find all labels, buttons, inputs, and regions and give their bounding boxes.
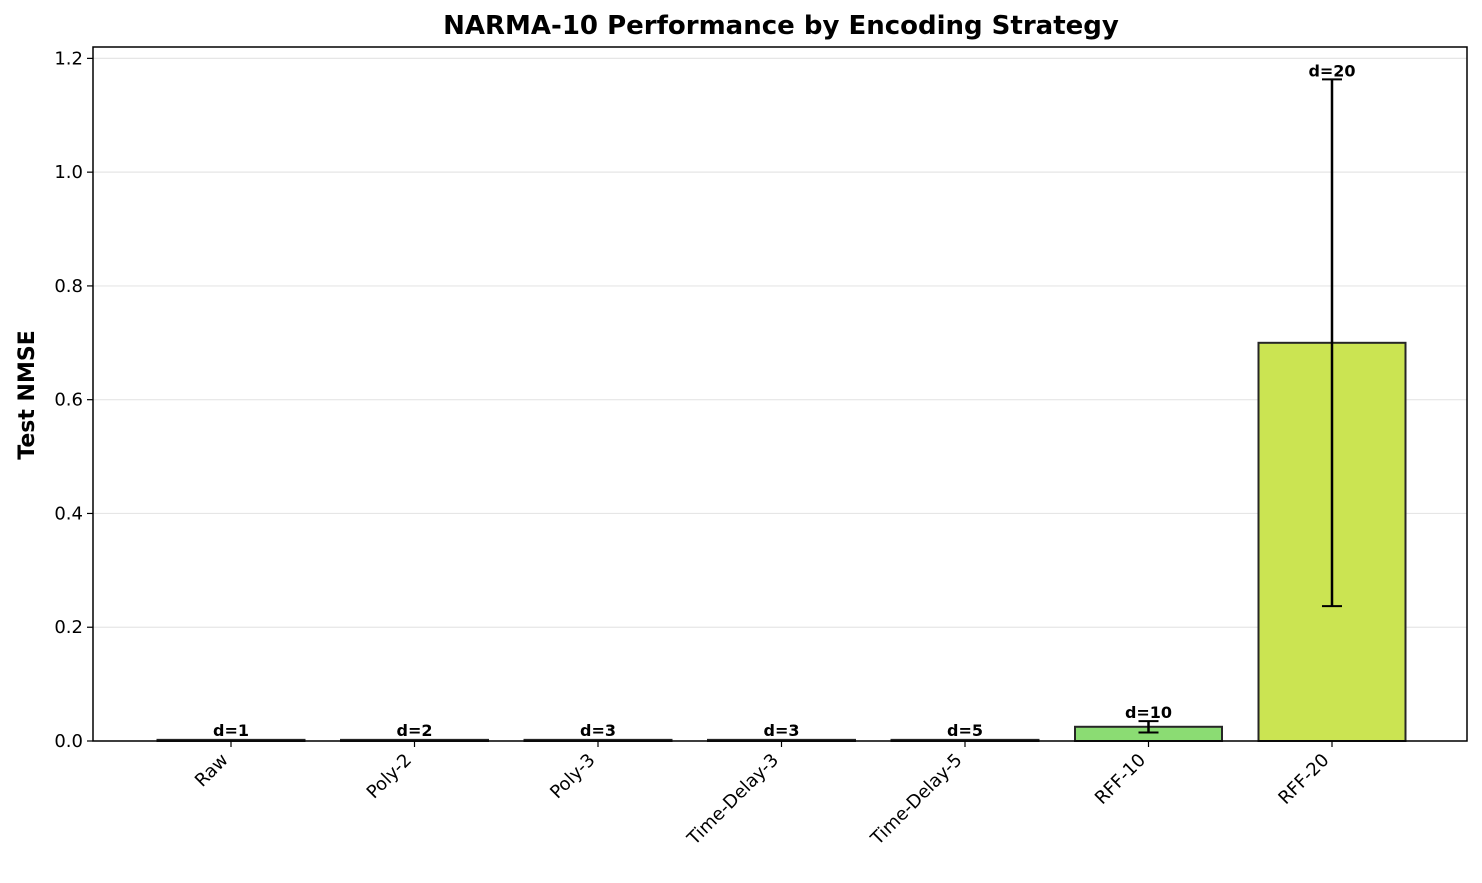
- error-bars: [1138, 78, 1342, 734]
- x-tick-label: Poly-2: [363, 750, 416, 803]
- x-tick-label: Time-Delay-5: [866, 750, 966, 850]
- x-tick-label: Raw: [191, 750, 233, 792]
- bar-annotation: d=1: [213, 721, 249, 740]
- gridlines: [93, 57, 1467, 742]
- y-axis-label: Test NMSE: [15, 330, 40, 459]
- bar-annotation: d=5: [947, 721, 983, 740]
- bars: [156, 341, 1407, 743]
- bar-annotation: d=2: [397, 721, 433, 740]
- x-axis-ticks: Raw Poly-2 Poly-3 Time-Delay-3 Time-Delay-5 R…: [191, 741, 1334, 850]
- x-tick-label: Poly-3: [546, 750, 599, 803]
- x-tick-label: RFF-10: [1091, 750, 1150, 809]
- y-tick-label: 1.2: [54, 48, 83, 69]
- y-tick-label: 0.2: [54, 617, 83, 638]
- plot-frame: [92, 46, 1468, 742]
- y-tick-label: 0.6: [54, 390, 83, 411]
- y-tick-label: 0.0: [54, 731, 83, 752]
- y-axis-ticks: 0.0 0.2 0.4 0.6 0.8 1.0 1.2: [54, 48, 93, 752]
- x-tick-label: RFF-20: [1274, 750, 1333, 809]
- bar-annotation: d=20: [1308, 61, 1355, 80]
- bar-annotation: d=10: [1125, 703, 1172, 722]
- chart-title: NARMA-10 Performance by Encoding Strateg…: [443, 11, 1119, 41]
- bar-annotation: d=3: [580, 721, 616, 740]
- bar-annotation: d=3: [764, 721, 800, 740]
- bar-annotations: d=1 d=2 d=3 d=3 d=5 d=10 d=20: [213, 61, 1356, 739]
- x-tick-label: Time-Delay-3: [683, 750, 783, 850]
- y-tick-label: 0.8: [54, 276, 83, 297]
- y-tick-label: 0.4: [54, 503, 83, 524]
- error-bar: [1322, 78, 1342, 608]
- error-bar: [1138, 720, 1159, 734]
- y-tick-label: 1.0: [54, 162, 83, 183]
